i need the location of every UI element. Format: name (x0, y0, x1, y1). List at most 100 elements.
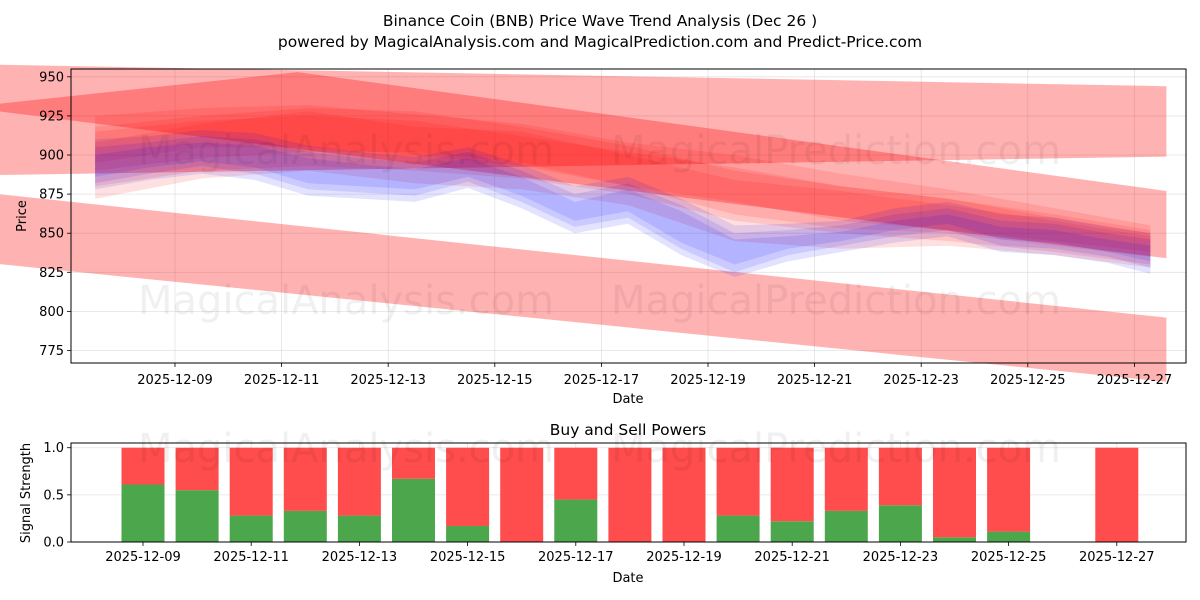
powers-watermarks: MagicalAnalysis.com MagicalPrediction.co… (138, 426, 1061, 472)
channel-bands (0, 64, 1167, 382)
main-subtitle: powered by MagicalAnalysis.com and Magic… (278, 33, 922, 51)
y-tick-label: 775 (39, 344, 64, 359)
sell-bar (175, 447, 219, 491)
blue-wave-bands (95, 130, 1151, 277)
watermark-text: MagicalAnalysis.com (138, 128, 554, 174)
watermark-text: MagicalPrediction.com (611, 426, 1061, 472)
channel-band (0, 194, 1167, 382)
sell-bar (824, 447, 868, 511)
x-tick-label: 2025-12-19 (670, 373, 746, 388)
sell-bar (878, 447, 922, 506)
buy-bar (446, 525, 490, 542)
sell-bar (608, 447, 652, 542)
main-title: Binance Coin (BNB) Price Wave Trend Anal… (383, 12, 817, 30)
sell-bar (392, 447, 435, 479)
y-tick-label: 825 (39, 266, 64, 281)
sell-bar (662, 447, 706, 542)
red-wave-band (95, 105, 1151, 252)
x-tick-label: 2025-12-19 (646, 550, 722, 565)
blue-wave-band (95, 130, 1151, 265)
x-tick-label: 2025-12-27 (1097, 373, 1173, 388)
channel-band (0, 72, 1167, 259)
powers-title: Buy and Sell Powers (550, 421, 707, 439)
price-y-label: Price (15, 200, 30, 232)
buy-bar (229, 515, 273, 542)
sell-bar (554, 447, 598, 500)
x-tick-label: 2025-12-27 (1079, 550, 1155, 565)
y-tick-label: 900 (39, 149, 64, 164)
powers-y-label: Signal Strength (19, 443, 34, 543)
watermark-text: MagicalAnalysis.com (138, 278, 554, 324)
x-tick-label: 2025-12-13 (350, 373, 426, 388)
y-tick-label: 1.0 (43, 441, 64, 456)
x-tick-label: 2025-12-17 (538, 550, 614, 565)
powers-axes-frame (70, 442, 1187, 543)
buy-bar (716, 515, 760, 542)
blue-wave-band (95, 136, 1151, 273)
x-tick-label: 2025-12-09 (137, 373, 213, 388)
powers-bars (121, 447, 1139, 542)
powers-y-ticks: 0.0 0.5 1.0 (43, 441, 71, 551)
x-tick-label: 2025-12-17 (564, 373, 640, 388)
sell-bar (283, 447, 327, 511)
buy-bar (878, 505, 922, 542)
x-tick-label: 2025-12-15 (457, 373, 533, 388)
sell-bar (987, 447, 1031, 532)
y-tick-label: 0.0 (43, 536, 64, 551)
watermark-text: MagicalPrediction.com (611, 128, 1061, 174)
price-axes-frame (70, 68, 1187, 364)
y-tick-label: 0.5 (43, 488, 64, 503)
sell-bar (1095, 447, 1139, 542)
buy-bar (933, 537, 976, 542)
buy-bar (121, 484, 165, 542)
sell-bar (500, 447, 544, 542)
red-wave-band (95, 108, 1151, 257)
sell-bar (716, 447, 760, 516)
buy-bar (283, 510, 327, 542)
y-tick-label: 800 (39, 305, 64, 320)
sell-bar (121, 447, 165, 485)
buy-bar (175, 490, 219, 542)
y-tick-label: 925 (39, 109, 64, 124)
x-tick-label: 2025-12-21 (754, 550, 830, 565)
buy-bar (392, 478, 435, 542)
x-tick-label: 2025-12-13 (322, 550, 398, 565)
price-y-ticks: 775 800 825 850 875 900 925 950 (39, 70, 71, 359)
price-watermarks: MagicalAnalysis.com MagicalPrediction.co… (138, 128, 1061, 324)
channel-band (0, 64, 1167, 176)
sell-bar (446, 447, 490, 526)
red-wave-band (95, 115, 1151, 265)
x-tick-label: 2025-12-15 (430, 550, 506, 565)
sell-bar (229, 447, 273, 516)
buy-bar (337, 515, 381, 542)
y-tick-label: 875 (39, 188, 64, 203)
x-tick-label: 2025-12-11 (213, 550, 289, 565)
price-x-ticks: 2025-12-09 2025-12-11 2025-12-13 2025-12-15… (137, 363, 1172, 388)
sell-bar (337, 447, 381, 516)
buy-bar (770, 521, 814, 542)
price-x-label: Date (612, 392, 643, 407)
red-wave-band (95, 111, 1151, 268)
price-grid (71, 69, 1186, 363)
sell-bar (770, 447, 814, 522)
x-tick-label: 2025-12-23 (883, 373, 959, 388)
x-tick-label: 2025-12-23 (863, 550, 939, 565)
red-wave-bands (95, 105, 1151, 268)
x-tick-label: 2025-12-25 (971, 550, 1047, 565)
buy-bar (554, 499, 598, 542)
powers-x-ticks: 2025-12-09 2025-12-11 2025-12-13 2025-12-15… (105, 542, 1155, 565)
powers-x-label: Date (612, 571, 643, 586)
blue-wave-band (95, 142, 1151, 277)
x-tick-label: 2025-12-11 (244, 373, 320, 388)
x-tick-label: 2025-12-09 (105, 550, 181, 565)
buy-bar (987, 531, 1031, 542)
y-tick-label: 850 (39, 227, 64, 242)
sell-bar (933, 447, 976, 538)
x-tick-label: 2025-12-25 (990, 373, 1066, 388)
buy-bar (824, 510, 868, 542)
watermark-text: MagicalAnalysis.com (138, 426, 554, 472)
y-tick-label: 950 (39, 70, 64, 85)
watermark-text: MagicalPrediction.com (611, 278, 1061, 324)
x-tick-label: 2025-12-21 (777, 373, 853, 388)
